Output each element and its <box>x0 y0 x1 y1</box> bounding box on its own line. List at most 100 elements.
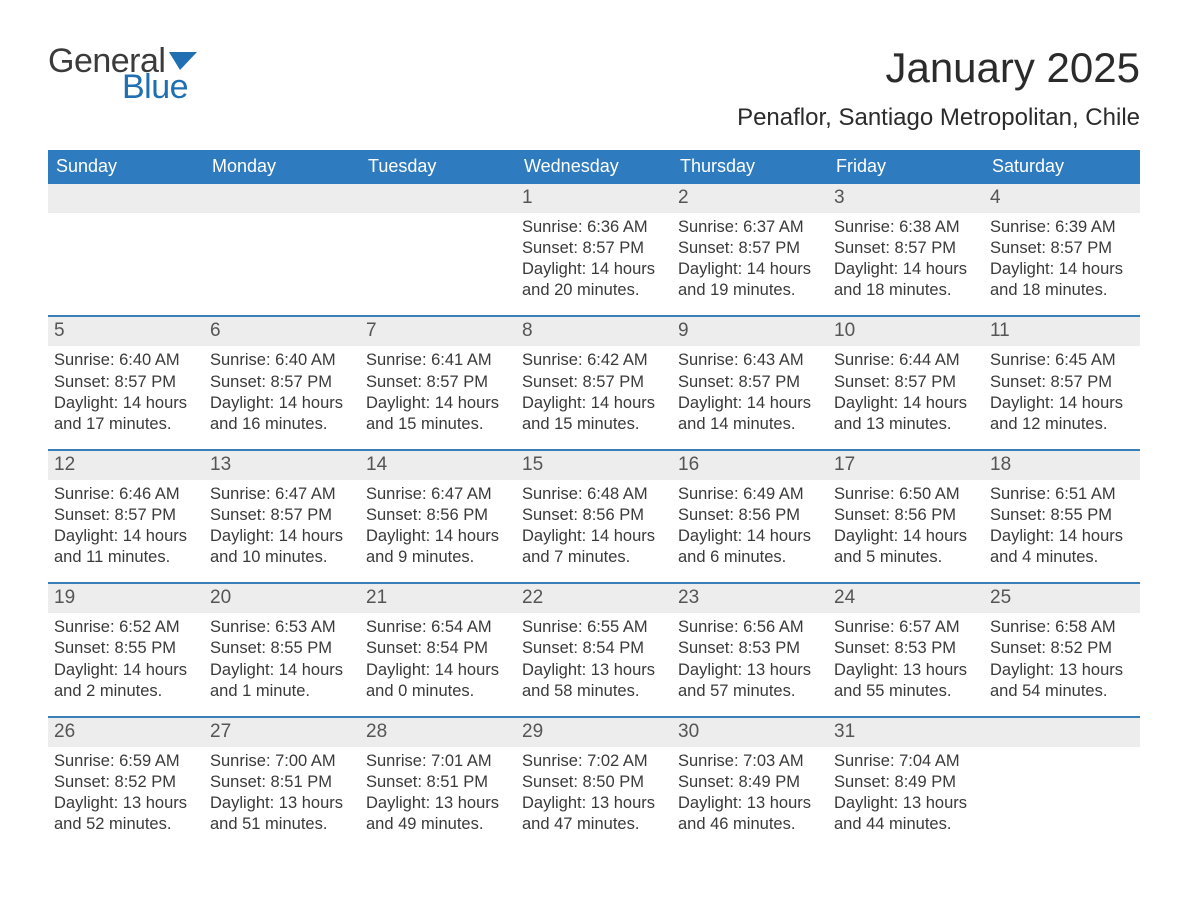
day-cell <box>48 213 204 315</box>
day-number: 8 <box>516 317 672 346</box>
sunrise-line: Sunrise: 6:44 AM <box>834 350 978 371</box>
sunset-line: Sunset: 8:53 PM <box>834 638 978 659</box>
daylight-line: Daylight: 14 hours and 16 minutes. <box>210 393 354 435</box>
day-number: 24 <box>828 584 984 613</box>
sunset-line: Sunset: 8:56 PM <box>522 505 666 526</box>
day-number: 20 <box>204 584 360 613</box>
day-cell: Sunrise: 6:37 AMSunset: 8:57 PMDaylight:… <box>672 213 828 315</box>
day-number: 2 <box>672 184 828 213</box>
sunset-line: Sunset: 8:56 PM <box>834 505 978 526</box>
sunrise-line: Sunrise: 6:40 AM <box>54 350 198 371</box>
day-number: 18 <box>984 451 1140 480</box>
day-number: 25 <box>984 584 1140 613</box>
brand-word-2: Blue <box>122 70 198 104</box>
sunset-line: Sunset: 8:57 PM <box>834 238 978 259</box>
sunset-line: Sunset: 8:56 PM <box>678 505 822 526</box>
day-cell: Sunrise: 6:52 AMSunset: 8:55 PMDaylight:… <box>48 613 204 715</box>
daylight-line: Daylight: 13 hours and 52 minutes. <box>54 793 198 835</box>
daylight-line: Daylight: 14 hours and 4 minutes. <box>990 526 1134 568</box>
sunrise-line: Sunrise: 6:54 AM <box>366 617 510 638</box>
daylight-line: Daylight: 14 hours and 13 minutes. <box>834 393 978 435</box>
day-cell: Sunrise: 6:45 AMSunset: 8:57 PMDaylight:… <box>984 346 1140 448</box>
daylight-line: Daylight: 13 hours and 57 minutes. <box>678 660 822 702</box>
day-number: 14 <box>360 451 516 480</box>
day-of-week-label: Sunday <box>48 150 204 184</box>
sunset-line: Sunset: 8:55 PM <box>210 638 354 659</box>
day-cell: Sunrise: 6:42 AMSunset: 8:57 PMDaylight:… <box>516 346 672 448</box>
day-cell: Sunrise: 7:01 AMSunset: 8:51 PMDaylight:… <box>360 747 516 849</box>
sunrise-line: Sunrise: 6:47 AM <box>366 484 510 505</box>
day-number-band: 262728293031 <box>48 718 1140 747</box>
daylight-line: Daylight: 14 hours and 0 minutes. <box>366 660 510 702</box>
calendar-week: 262728293031Sunrise: 6:59 AMSunset: 8:52… <box>48 716 1140 849</box>
day-number: 19 <box>48 584 204 613</box>
daylight-line: Daylight: 14 hours and 1 minute. <box>210 660 354 702</box>
day-number: 6 <box>204 317 360 346</box>
day-cell: Sunrise: 6:54 AMSunset: 8:54 PMDaylight:… <box>360 613 516 715</box>
day-cell: Sunrise: 6:53 AMSunset: 8:55 PMDaylight:… <box>204 613 360 715</box>
sunrise-line: Sunrise: 6:36 AM <box>522 217 666 238</box>
day-of-week-label: Saturday <box>984 150 1140 184</box>
header: General Blue January 2025 Penaflor, Sant… <box>48 44 1140 132</box>
sunrise-line: Sunrise: 6:52 AM <box>54 617 198 638</box>
sunrise-line: Sunrise: 7:02 AM <box>522 751 666 772</box>
day-number: 1 <box>516 184 672 213</box>
day-number <box>48 184 204 213</box>
day-number <box>984 718 1140 747</box>
sunset-line: Sunset: 8:53 PM <box>678 638 822 659</box>
day-cell: Sunrise: 6:57 AMSunset: 8:53 PMDaylight:… <box>828 613 984 715</box>
sunset-line: Sunset: 8:51 PM <box>210 772 354 793</box>
sunset-line: Sunset: 8:49 PM <box>678 772 822 793</box>
day-cell: Sunrise: 6:43 AMSunset: 8:57 PMDaylight:… <box>672 346 828 448</box>
day-number: 10 <box>828 317 984 346</box>
day-number: 3 <box>828 184 984 213</box>
sunrise-line: Sunrise: 6:55 AM <box>522 617 666 638</box>
day-cell <box>204 213 360 315</box>
sunset-line: Sunset: 8:56 PM <box>366 505 510 526</box>
sunset-line: Sunset: 8:57 PM <box>678 372 822 393</box>
sunset-line: Sunset: 8:51 PM <box>366 772 510 793</box>
daylight-line: Daylight: 13 hours and 47 minutes. <box>522 793 666 835</box>
day-cell: Sunrise: 6:47 AMSunset: 8:56 PMDaylight:… <box>360 480 516 582</box>
daylight-line: Daylight: 13 hours and 54 minutes. <box>990 660 1134 702</box>
day-of-week-label: Friday <box>828 150 984 184</box>
sunset-line: Sunset: 8:54 PM <box>366 638 510 659</box>
sunset-line: Sunset: 8:50 PM <box>522 772 666 793</box>
calendar-week: 1234Sunrise: 6:36 AMSunset: 8:57 PMDayli… <box>48 184 1140 315</box>
calendar-page: General Blue January 2025 Penaflor, Sant… <box>0 0 1188 879</box>
sunset-line: Sunset: 8:57 PM <box>990 372 1134 393</box>
sunset-line: Sunset: 8:57 PM <box>54 372 198 393</box>
sunset-line: Sunset: 8:57 PM <box>210 372 354 393</box>
day-number: 9 <box>672 317 828 346</box>
sunrise-line: Sunrise: 6:37 AM <box>678 217 822 238</box>
daylight-line: Daylight: 14 hours and 12 minutes. <box>990 393 1134 435</box>
day-cell: Sunrise: 7:00 AMSunset: 8:51 PMDaylight:… <box>204 747 360 849</box>
day-cell: Sunrise: 6:51 AMSunset: 8:55 PMDaylight:… <box>984 480 1140 582</box>
day-number-band: 1234 <box>48 184 1140 213</box>
day-number <box>204 184 360 213</box>
daylight-line: Daylight: 14 hours and 2 minutes. <box>54 660 198 702</box>
day-number: 23 <box>672 584 828 613</box>
sunrise-line: Sunrise: 6:47 AM <box>210 484 354 505</box>
day-cell: Sunrise: 7:03 AMSunset: 8:49 PMDaylight:… <box>672 747 828 849</box>
sunset-line: Sunset: 8:57 PM <box>366 372 510 393</box>
day-number: 11 <box>984 317 1140 346</box>
sunrise-line: Sunrise: 6:42 AM <box>522 350 666 371</box>
daylight-line: Daylight: 14 hours and 9 minutes. <box>366 526 510 568</box>
daylight-line: Daylight: 14 hours and 10 minutes. <box>210 526 354 568</box>
day-number: 21 <box>360 584 516 613</box>
day-number-band: 567891011 <box>48 317 1140 346</box>
daylight-line: Daylight: 14 hours and 6 minutes. <box>678 526 822 568</box>
daylight-line: Daylight: 13 hours and 44 minutes. <box>834 793 978 835</box>
sunset-line: Sunset: 8:55 PM <box>990 505 1134 526</box>
day-number: 30 <box>672 718 828 747</box>
day-cell: Sunrise: 6:56 AMSunset: 8:53 PMDaylight:… <box>672 613 828 715</box>
daylight-line: Daylight: 14 hours and 17 minutes. <box>54 393 198 435</box>
sunset-line: Sunset: 8:57 PM <box>990 238 1134 259</box>
sunrise-line: Sunrise: 6:57 AM <box>834 617 978 638</box>
sunset-line: Sunset: 8:49 PM <box>834 772 978 793</box>
sunrise-line: Sunrise: 6:48 AM <box>522 484 666 505</box>
daylight-line: Daylight: 14 hours and 18 minutes. <box>990 259 1134 301</box>
day-number: 4 <box>984 184 1140 213</box>
day-number-band: 12131415161718 <box>48 451 1140 480</box>
